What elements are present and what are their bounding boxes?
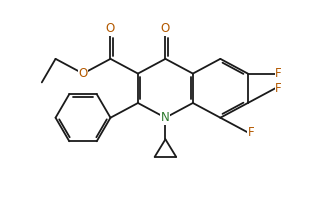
Text: N: N (161, 111, 170, 124)
Text: O: O (161, 22, 170, 35)
Text: F: F (275, 67, 282, 80)
Text: F: F (275, 82, 282, 95)
Text: O: O (78, 67, 88, 80)
Text: F: F (248, 126, 254, 139)
Text: O: O (106, 22, 115, 35)
